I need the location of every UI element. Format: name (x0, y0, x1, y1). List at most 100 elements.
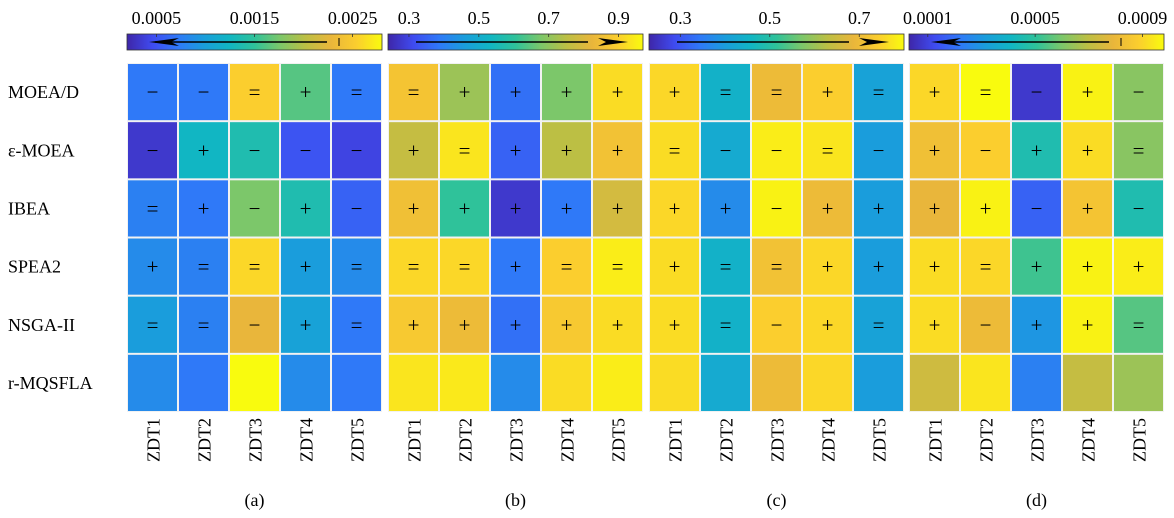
panel-caption: (c) (767, 490, 787, 511)
significance-sign: = (720, 255, 732, 279)
column-label: ZDT1 (926, 418, 946, 462)
colorbar-tick-label: 0.5 (759, 8, 782, 28)
panel-caption: (a) (245, 490, 265, 511)
heatmap-cell (1114, 122, 1163, 179)
significance-sign: − (980, 138, 992, 162)
heatmap-cell (230, 238, 279, 295)
significance-sign: + (1082, 80, 1094, 104)
significance-sign: + (822, 80, 834, 104)
significance-sign: + (459, 313, 471, 337)
heatmap-cell (854, 354, 903, 411)
heatmap-cell (389, 122, 438, 179)
heatmap-cell (179, 122, 228, 179)
heatmap-cell (1012, 354, 1061, 411)
significance-sign: − (720, 138, 732, 162)
heatmap-cell (179, 180, 228, 237)
heatmap-cell (910, 238, 959, 295)
significance-sign: = (147, 196, 159, 220)
significance-sign: + (198, 138, 210, 162)
heatmap-cell (701, 296, 750, 353)
heatmap-cell (854, 122, 903, 179)
significance-sign: + (408, 138, 420, 162)
significance-sign: + (612, 313, 624, 337)
significance-sign: + (510, 196, 522, 220)
panel-caption: (d) (1026, 490, 1047, 511)
significance-sign: − (249, 196, 261, 220)
significance-sign: + (408, 196, 420, 220)
heatmap-cell (961, 180, 1010, 237)
significance-sign: − (351, 196, 363, 220)
heatmap-cell (961, 238, 1010, 295)
significance-sign: + (300, 255, 312, 279)
heatmap-cell (854, 238, 903, 295)
heatmap-panel: − − = + = − + − − − = + − + − + = = + = = = − + = ZDT1 ZDT2 ZDT3 ZDT… (126, 8, 383, 511)
significance-sign: + (408, 313, 420, 337)
column-label: ZDT5 (609, 418, 629, 462)
significance-sign: = (822, 138, 834, 162)
heatmap-cell (593, 354, 642, 411)
significance-sign: = (720, 80, 732, 104)
significance-sign: + (822, 313, 834, 337)
colorbar-tick-label: 0.0005 (132, 8, 182, 28)
significance-sign: − (249, 313, 261, 337)
significance-sign: + (300, 313, 312, 337)
heatmap-cell (230, 64, 279, 121)
significance-sign: = (561, 255, 573, 279)
significance-sign: + (510, 138, 522, 162)
heatmap-cell (332, 180, 381, 237)
colorbar-tick-label: 0.0015 (230, 8, 280, 28)
colorbar-tick-label: 0.7 (537, 8, 560, 28)
heatmap-cell (281, 296, 330, 353)
heatmap-cell (179, 238, 228, 295)
significance-sign: + (929, 313, 941, 337)
heatmap-cell (491, 354, 540, 411)
heatmap-cell (803, 180, 852, 237)
colorbar-tick-label: 0.7 (848, 8, 871, 28)
heatmap-cell (961, 296, 1010, 353)
significance-sign: + (147, 255, 159, 279)
significance-sign: + (1082, 138, 1094, 162)
heatmap-cell (701, 64, 750, 121)
panel-background (909, 63, 1164, 412)
heatmap-cell (230, 296, 279, 353)
significance-sign: + (510, 313, 522, 337)
heatmap-cell (128, 296, 177, 353)
significance-sign: − (771, 313, 783, 337)
column-label: ZDT1 (405, 418, 425, 462)
significance-sign: + (822, 196, 834, 220)
heatmap-cell (128, 122, 177, 179)
column-label: ZDT2 (456, 418, 476, 462)
heatmap-cell (281, 122, 330, 179)
panel-caption: (b) (505, 490, 526, 511)
row-label: ε-MOEA (8, 140, 75, 160)
heatmap-cell (440, 122, 489, 179)
panel-background (127, 63, 382, 412)
heatmap-cell (440, 238, 489, 295)
heatmap-cell (910, 296, 959, 353)
significance-sign: + (929, 138, 941, 162)
heatmap-cell (491, 180, 540, 237)
heatmap-cell (1063, 64, 1112, 121)
heatmap-cell (128, 354, 177, 411)
heatmap-cell (593, 296, 642, 353)
heatmap-cell (389, 64, 438, 121)
column-label: ZDT3 (246, 418, 266, 462)
row-label: NSGA-II (8, 315, 75, 335)
heatmap-cell (803, 64, 852, 121)
row-label: IBEA (8, 198, 50, 218)
heatmap-cell (332, 354, 381, 411)
heatmap-cell (179, 296, 228, 353)
heatmap-cell (1114, 180, 1163, 237)
significance-sign: − (873, 138, 885, 162)
heatmap-cell (752, 296, 801, 353)
significance-sign: + (561, 313, 573, 337)
colorbar-tick-label: 0.0005 (1010, 8, 1060, 28)
heatmap-cell (542, 180, 591, 237)
significance-sign: + (612, 80, 624, 104)
column-label: ZDT4 (297, 418, 317, 462)
heatmap-panel: + = = + = = − − = − + + − + + + = = + + + = − + = ZDT1 ZDT2 ZDT3 ZDT… (648, 8, 905, 511)
column-label: ZDT1 (144, 418, 164, 462)
column-label: ZDT1 (666, 418, 686, 462)
heatmap-cell (803, 354, 852, 411)
